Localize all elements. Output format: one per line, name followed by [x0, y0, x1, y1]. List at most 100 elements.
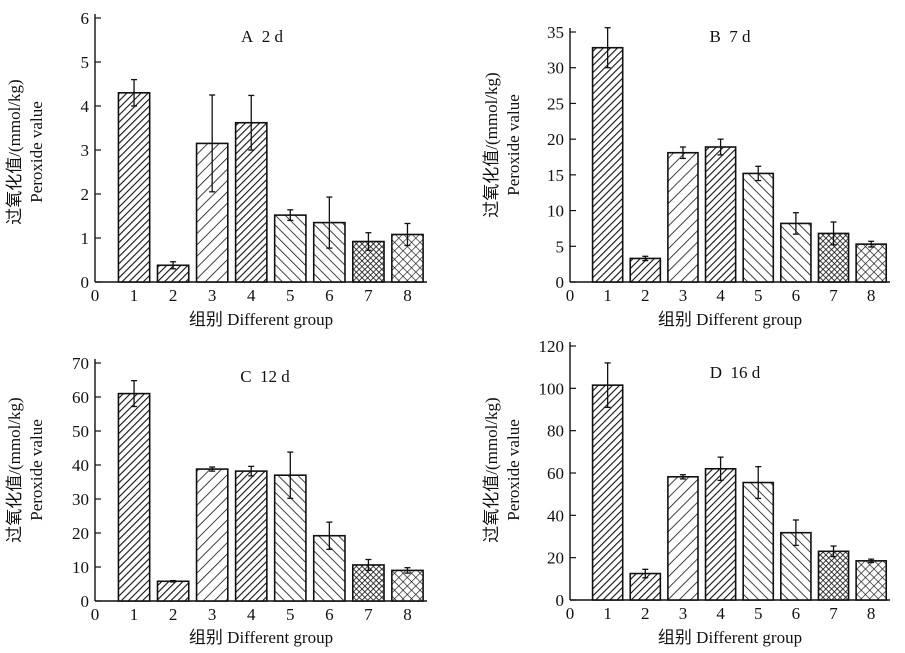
- y-tick-label: 35: [547, 23, 564, 42]
- bar: [156, 580, 190, 602]
- y-axis-title-cn: 过氧化值/(mmol/kg): [5, 397, 24, 542]
- y-tick-label: 4: [81, 97, 90, 116]
- y-tick-label: 5: [81, 53, 90, 72]
- bar: [591, 384, 624, 601]
- x-origin-label: 0: [91, 605, 100, 624]
- x-tick-label: 6: [325, 286, 334, 305]
- x-origin-label: 0: [566, 604, 575, 623]
- x-tick-label: 4: [247, 286, 256, 305]
- bar: [273, 214, 307, 283]
- x-axis-title: 组别 Different group: [658, 310, 802, 329]
- x-tick-label: 7: [829, 286, 838, 305]
- x-tick-label: 2: [641, 604, 650, 623]
- panel-title: D 16 d: [710, 363, 761, 382]
- chart-panel: 0 5 10 15 20 25 30 35 0 1 2 3 4 5 6 7 8 B 7 d 过氧化值/(mmol/k…: [482, 23, 890, 329]
- bar: [667, 476, 699, 601]
- x-tick-label: 5: [286, 286, 295, 305]
- y-tick-label: 10: [547, 202, 564, 221]
- x-axis-title: 组别 Different group: [189, 628, 333, 647]
- x-tick-label: 4: [247, 605, 256, 624]
- x-tick-label: 7: [364, 286, 373, 305]
- chart-panel: 0 1 2 3 4 5 6 0 1 2 3 4 5 6 7 8 A 2 d 过氧化值/(mmol/kg) Perox…: [5, 9, 427, 329]
- y-tick-label: 120: [539, 337, 565, 356]
- x-tick-label: 3: [679, 286, 688, 305]
- bar: [591, 46, 624, 283]
- y-tick-label: 0: [81, 592, 90, 611]
- panel-title: C 12 d: [240, 367, 290, 386]
- x-axis-title: 组别 Different group: [189, 310, 333, 329]
- y-tick-label: 30: [72, 490, 89, 509]
- x-tick-label: 6: [325, 605, 334, 624]
- y-tick-label: 15: [547, 166, 564, 185]
- y-tick-label: 1: [81, 229, 90, 248]
- x-tick-label: 8: [403, 286, 412, 305]
- y-axis-title-en: Peroxide value: [27, 101, 46, 203]
- bar: [195, 468, 229, 602]
- x-origin-label: 0: [566, 286, 575, 305]
- bar: [117, 92, 151, 283]
- x-tick-label: 5: [754, 604, 763, 623]
- y-axis-title-cn: 过氧化值/(mmol/kg): [482, 72, 501, 217]
- x-tick-label: 5: [286, 605, 295, 624]
- x-tick-label: 4: [716, 604, 725, 623]
- y-tick-label: 0: [556, 591, 565, 610]
- x-tick-label: 7: [829, 604, 838, 623]
- y-tick-label: 10: [72, 558, 89, 577]
- x-tick-label: 3: [679, 604, 688, 623]
- x-tick-label: 4: [716, 286, 725, 305]
- bar: [855, 243, 888, 283]
- y-tick-label: 0: [81, 273, 90, 292]
- y-tick-label: 20: [72, 524, 89, 543]
- y-tick-label: 5: [556, 237, 565, 256]
- bar: [667, 151, 699, 283]
- y-axis-title-en: Peroxide value: [504, 94, 523, 196]
- chart-panel: 0 10 20 30 40 50 60 70 0 1 2 3 4 5 6 7 8 C 12 d 过氧化值/(mmol…: [5, 354, 427, 647]
- x-tick-label: 8: [403, 605, 412, 624]
- x-axis-title: 组别 Different group: [658, 628, 802, 647]
- x-tick-label: 7: [364, 605, 373, 624]
- y-axis-title-cn: 过氧化值/(mmol/kg): [482, 397, 501, 542]
- x-tick-label: 5: [754, 286, 763, 305]
- y-tick-label: 30: [547, 59, 564, 78]
- y-tick-label: 70: [72, 354, 89, 373]
- y-tick-label: 60: [72, 388, 89, 407]
- x-tick-label: 8: [867, 604, 876, 623]
- bar: [855, 560, 888, 601]
- y-tick-label: 60: [547, 464, 564, 483]
- y-tick-label: 20: [547, 549, 564, 568]
- x-tick-label: 1: [130, 286, 139, 305]
- x-tick-label: 6: [792, 604, 801, 623]
- bar: [742, 172, 775, 283]
- panel-title: B 7 d: [709, 27, 751, 46]
- x-tick-label: 6: [792, 286, 801, 305]
- y-axis-title-en: Peroxide value: [504, 419, 523, 521]
- bar: [629, 257, 662, 283]
- bar: [351, 564, 385, 602]
- x-tick-label: 3: [208, 286, 217, 305]
- x-tick-label: 1: [130, 605, 139, 624]
- y-tick-label: 100: [539, 379, 565, 398]
- x-tick-label: 2: [169, 605, 178, 624]
- y-tick-label: 6: [81, 9, 90, 28]
- panel-title: A 2 d: [241, 27, 284, 46]
- y-tick-label: 80: [547, 422, 564, 441]
- y-tick-label: 0: [556, 273, 565, 292]
- y-axis-title-en: Peroxide value: [27, 419, 46, 521]
- bar: [391, 569, 424, 602]
- y-tick-label: 2: [81, 185, 90, 204]
- x-tick-label: 2: [169, 286, 178, 305]
- y-tick-label: 3: [81, 141, 90, 160]
- y-axis-title-cn: 过氧化值/(mmol/kg): [5, 79, 24, 224]
- x-tick-label: 2: [641, 286, 650, 305]
- y-tick-label: 40: [72, 456, 89, 475]
- y-tick-label: 20: [547, 130, 564, 149]
- y-tick-label: 40: [547, 506, 564, 525]
- bar: [704, 146, 737, 283]
- x-tick-label: 8: [867, 286, 876, 305]
- x-tick-label: 3: [208, 605, 217, 624]
- x-tick-label: 1: [603, 604, 612, 623]
- bar: [817, 550, 850, 601]
- bar: [117, 392, 151, 602]
